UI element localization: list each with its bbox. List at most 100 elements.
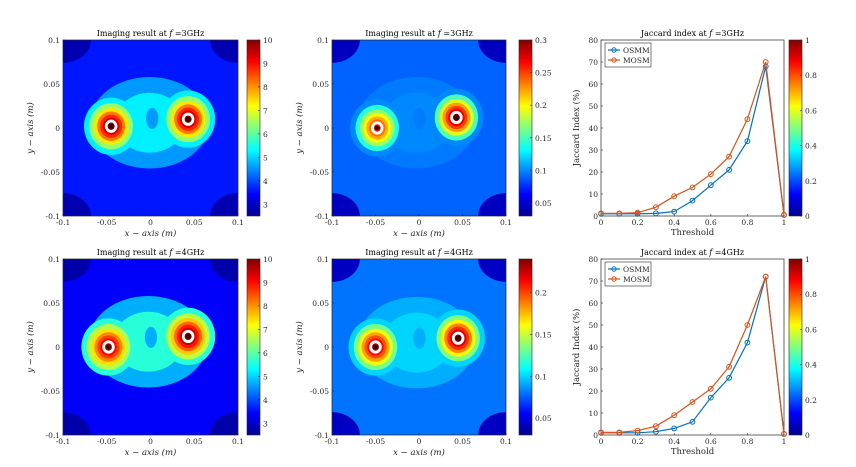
x-tick-label: 0.05 xyxy=(186,218,203,227)
colorbar-bar xyxy=(518,39,533,217)
heatmap-low-region xyxy=(210,40,238,63)
y-tick-label: 0.1 xyxy=(317,36,329,45)
heatmap-panel: -0.1 -0.05 0 0.05 0.1 0.1 0.05 0 -0.05 -0.1 x − ax… xyxy=(25,36,244,239)
x-tick-label: -0.1 xyxy=(56,218,70,227)
data-point-mosm xyxy=(653,204,659,211)
heatmap-low-region xyxy=(332,193,360,216)
x-tick-label: -0.1 xyxy=(56,437,70,446)
data-point-mosm xyxy=(616,210,623,217)
heatmap-field xyxy=(332,259,506,435)
x-tick-label: 0.05 xyxy=(454,437,471,446)
heatmap-contour-region xyxy=(144,326,158,348)
scatterer-marker xyxy=(106,344,111,350)
heatmap-low-region xyxy=(63,259,91,282)
x-tick-label: -0.05 xyxy=(366,437,385,446)
series-line-mosm xyxy=(601,276,785,434)
x-axis-label: Threshold xyxy=(671,447,715,457)
y-tick-label: 0.05 xyxy=(43,80,60,89)
y-tick-label: 0 xyxy=(324,124,329,133)
colorbar-tick-label: 0.2 xyxy=(535,101,547,110)
data-point-mosm xyxy=(671,193,678,200)
x-tick-label: 0.1 xyxy=(500,437,512,446)
y-tick-label: 80 xyxy=(588,255,598,264)
y-tick-label: 50 xyxy=(588,321,598,330)
heatmap-low-region xyxy=(332,412,360,435)
colorbar-tick-label: 0.1 xyxy=(535,166,547,175)
y-tick-label: 30 xyxy=(588,146,598,155)
y-tick-label: 60 xyxy=(588,80,598,89)
data-point-osmm xyxy=(744,339,751,346)
x-axis-label: x − axis (m) xyxy=(393,228,445,239)
x-tick-label: 0 xyxy=(599,437,604,446)
y-axis-label: y − axis (m) xyxy=(25,102,36,155)
colorbar-tick-label: 0 xyxy=(805,431,810,440)
colorbar-tick-label: 5 xyxy=(263,153,268,162)
y-tick-label: 0.05 xyxy=(43,299,60,308)
data-point-mosm xyxy=(707,385,714,392)
colorbar-bar xyxy=(246,39,261,217)
data-point-mosm xyxy=(634,209,641,216)
panel-title: Imaging result at f =4GHz xyxy=(97,248,205,257)
y-tick-label: 0 xyxy=(55,343,60,352)
panel-title: Jaccard index at f =4GHz xyxy=(640,248,744,257)
data-point-mosm xyxy=(744,116,751,123)
data-point-mosm xyxy=(781,212,787,218)
x-tick-label: 0 xyxy=(417,437,422,446)
legend-label: MOSM xyxy=(623,56,650,65)
y-tick-label: 80 xyxy=(588,36,598,45)
x-tick-label: 0.2 xyxy=(632,437,644,446)
heatmap-field xyxy=(332,40,506,216)
colorbar: 1 0.8 0.6 0.4 0.2 0 xyxy=(788,255,817,440)
colorbar-tick-label: 0.3 xyxy=(535,36,547,45)
colorbar-tick-label: 0.6 xyxy=(805,325,817,334)
panel-title: Jaccard index at f =3GHz xyxy=(640,29,744,38)
colorbar-tick-label: 0.8 xyxy=(805,290,817,299)
colorbar-tick-label: 7 xyxy=(263,106,268,115)
y-tick-label: 20 xyxy=(588,168,598,177)
x-tick-label: 0.1 xyxy=(500,218,512,227)
y-tick-label: 10 xyxy=(588,190,598,199)
data-point-mosm xyxy=(689,184,696,191)
series-line-osmm xyxy=(601,276,785,434)
data-point-osmm xyxy=(726,166,732,173)
x-tick-label: 0.4 xyxy=(668,218,680,227)
colorbar-tick-label: 3 xyxy=(263,200,268,209)
colorbar-tick-label: 3 xyxy=(263,419,268,428)
colorbar-tick-label: 1 xyxy=(805,255,810,264)
heatmap-low-region xyxy=(332,40,360,63)
colorbar-tick-label: 7 xyxy=(263,325,268,334)
x-tick-label: 0 xyxy=(148,218,153,227)
x-tick-label: -0.05 xyxy=(97,437,116,446)
series-line-mosm xyxy=(601,61,785,215)
heatmap-low-region xyxy=(63,40,91,63)
heatmap-low-region xyxy=(478,40,506,63)
colorbar-tick-label: 0.1 xyxy=(535,372,547,381)
x-tick-label: 0.8 xyxy=(741,218,753,227)
x-tick-label: 0.1 xyxy=(232,437,244,446)
y-axis-label: y − axis (m) xyxy=(294,102,305,155)
data-point-osmm xyxy=(671,208,678,215)
panel-title: Imaging result at f =4GHz xyxy=(365,248,473,257)
x-tick-label: 0 xyxy=(417,218,422,227)
data-point-mosm xyxy=(634,427,641,434)
y-tick-label: -0.1 xyxy=(46,212,60,221)
x-tick-label: -0.05 xyxy=(366,218,385,227)
colorbar-tick-label: 4 xyxy=(263,396,268,405)
data-point-mosm xyxy=(598,429,604,436)
x-tick-label: -0.1 xyxy=(325,437,339,446)
legend-marker xyxy=(611,266,617,272)
heatmap-low-region xyxy=(63,412,91,435)
x-axis-label: x − axis (m) xyxy=(125,228,177,239)
y-tick-label: 0.1 xyxy=(48,255,60,264)
colorbar-tick-label: 10 xyxy=(263,36,273,45)
y-axis-label: Jaccard Index (%) xyxy=(571,309,582,387)
colorbar-tick-label: 0.15 xyxy=(535,134,552,143)
scatterer-marker xyxy=(455,335,461,341)
data-point-osmm xyxy=(689,197,696,204)
legend-marker xyxy=(611,276,617,282)
y-axis-label: Jaccard Index (%) xyxy=(571,90,582,168)
panel-title: Imaging result at f =3GHz xyxy=(97,29,205,38)
x-tick-label: 0.6 xyxy=(705,218,717,227)
heatmap-low-region xyxy=(478,412,506,435)
